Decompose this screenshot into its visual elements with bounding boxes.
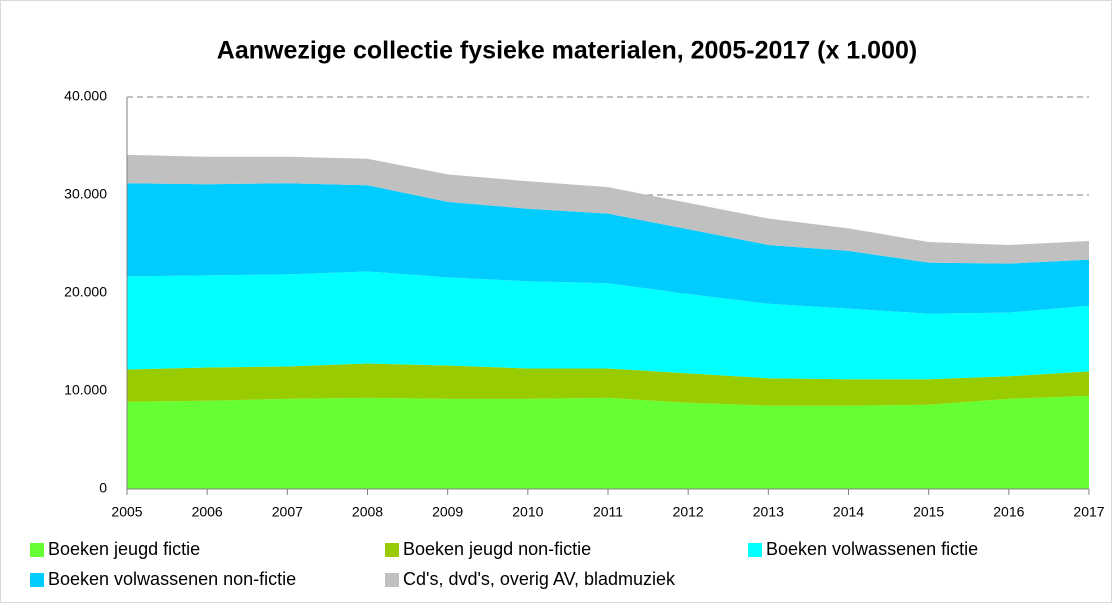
x-tick-label: 2007: [272, 504, 303, 520]
area: [127, 363, 1089, 406]
y-tick-label: 30.000: [64, 186, 107, 202]
x-tick-label: 2013: [753, 504, 784, 520]
legend-label: Boeken volwassenen non-fictie: [48, 569, 296, 589]
legend-swatch: [748, 543, 762, 557]
legend-swatch: [385, 543, 399, 557]
y-tick-label: 20.000: [64, 284, 107, 300]
legend-swatch: [30, 573, 44, 587]
y-tick-label: 10.000: [64, 382, 107, 398]
legend-label: Boeken volwassenen fictie: [766, 539, 978, 559]
x-tick-label: 2015: [913, 504, 944, 520]
x-tick-label: 2011: [593, 504, 623, 520]
x-tick-label: 2008: [352, 504, 383, 520]
area: [127, 271, 1089, 380]
area: [127, 395, 1089, 489]
chart-title: Aanwezige collectie fysieke materialen, …: [217, 37, 917, 65]
area: [127, 183, 1089, 314]
x-tick-label: 2016: [993, 504, 1024, 520]
x-tick-label: 2012: [673, 504, 704, 520]
x-tick-label: 2014: [833, 504, 864, 520]
legend-swatch: [30, 543, 44, 557]
x-tick-label: 2009: [432, 504, 463, 520]
x-tick-label: 2006: [192, 504, 223, 520]
x-tick-label: 2017: [1073, 504, 1104, 520]
legend-label: Boeken jeugd fictie: [48, 539, 200, 559]
legend-label: Boeken jeugd non-fictie: [403, 539, 591, 559]
y-tick-label: 0: [99, 480, 107, 496]
legend-swatch: [385, 573, 399, 587]
area: [127, 154, 1089, 264]
x-tick-label: 2005: [111, 504, 142, 520]
legend-label: Cd's, dvd's, overig AV, bladmuziek: [403, 569, 676, 589]
y-tick-label: 40.000: [64, 88, 107, 104]
x-tick-label: 2010: [512, 504, 543, 520]
